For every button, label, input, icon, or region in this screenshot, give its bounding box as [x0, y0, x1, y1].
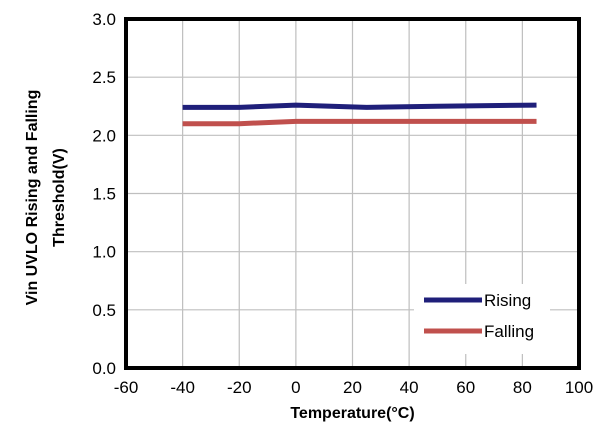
- x-tick-label: 100: [565, 378, 593, 397]
- x-tick-label: 80: [513, 378, 532, 397]
- y-axis-title-line-2: Threshold(V): [51, 148, 68, 247]
- y-tick-label: 0.0: [92, 359, 116, 378]
- x-tick-label: 60: [456, 378, 475, 397]
- x-axis-ticks: -60 -40 -20 0 20 40 60 80 100: [114, 378, 593, 397]
- y-tick-label: 2.0: [92, 126, 116, 145]
- series-line-falling: [182, 118, 537, 127]
- legend-background: [414, 284, 550, 354]
- y-axis-ticks: 0.0 0.5 1.0 1.5 2.0 2.5 3.0: [92, 10, 116, 378]
- x-tick-label: 0: [291, 378, 300, 397]
- y-tick-label: 1.0: [92, 243, 116, 262]
- legend-label-falling: Falling: [484, 322, 534, 341]
- y-tick-label: 2.5: [92, 68, 116, 87]
- x-tick-label: -60: [114, 378, 139, 397]
- y-tick-label: 3.0: [92, 10, 116, 29]
- x-tick-label: -20: [227, 378, 252, 397]
- y-tick-label: 1.5: [92, 185, 116, 204]
- legend: Rising Falling: [414, 284, 550, 354]
- x-tick-label: -40: [170, 378, 195, 397]
- x-tick-label: 40: [400, 378, 419, 397]
- x-tick-label: 20: [343, 378, 362, 397]
- series-line-rising: [182, 102, 537, 110]
- y-tick-label: 0.5: [92, 301, 116, 320]
- y-axis-title: Vin UVLO Rising and Falling Threshold(V): [24, 90, 68, 306]
- plot-area-border: [124, 17, 581, 370]
- grid: [125, 18, 580, 369]
- series-lines: [182, 102, 537, 127]
- y-axis-title-line-1: Vin UVLO Rising and Falling: [24, 90, 41, 306]
- x-axis-title: Temperature(°C): [290, 405, 414, 422]
- legend-label-rising: Rising: [484, 291, 531, 310]
